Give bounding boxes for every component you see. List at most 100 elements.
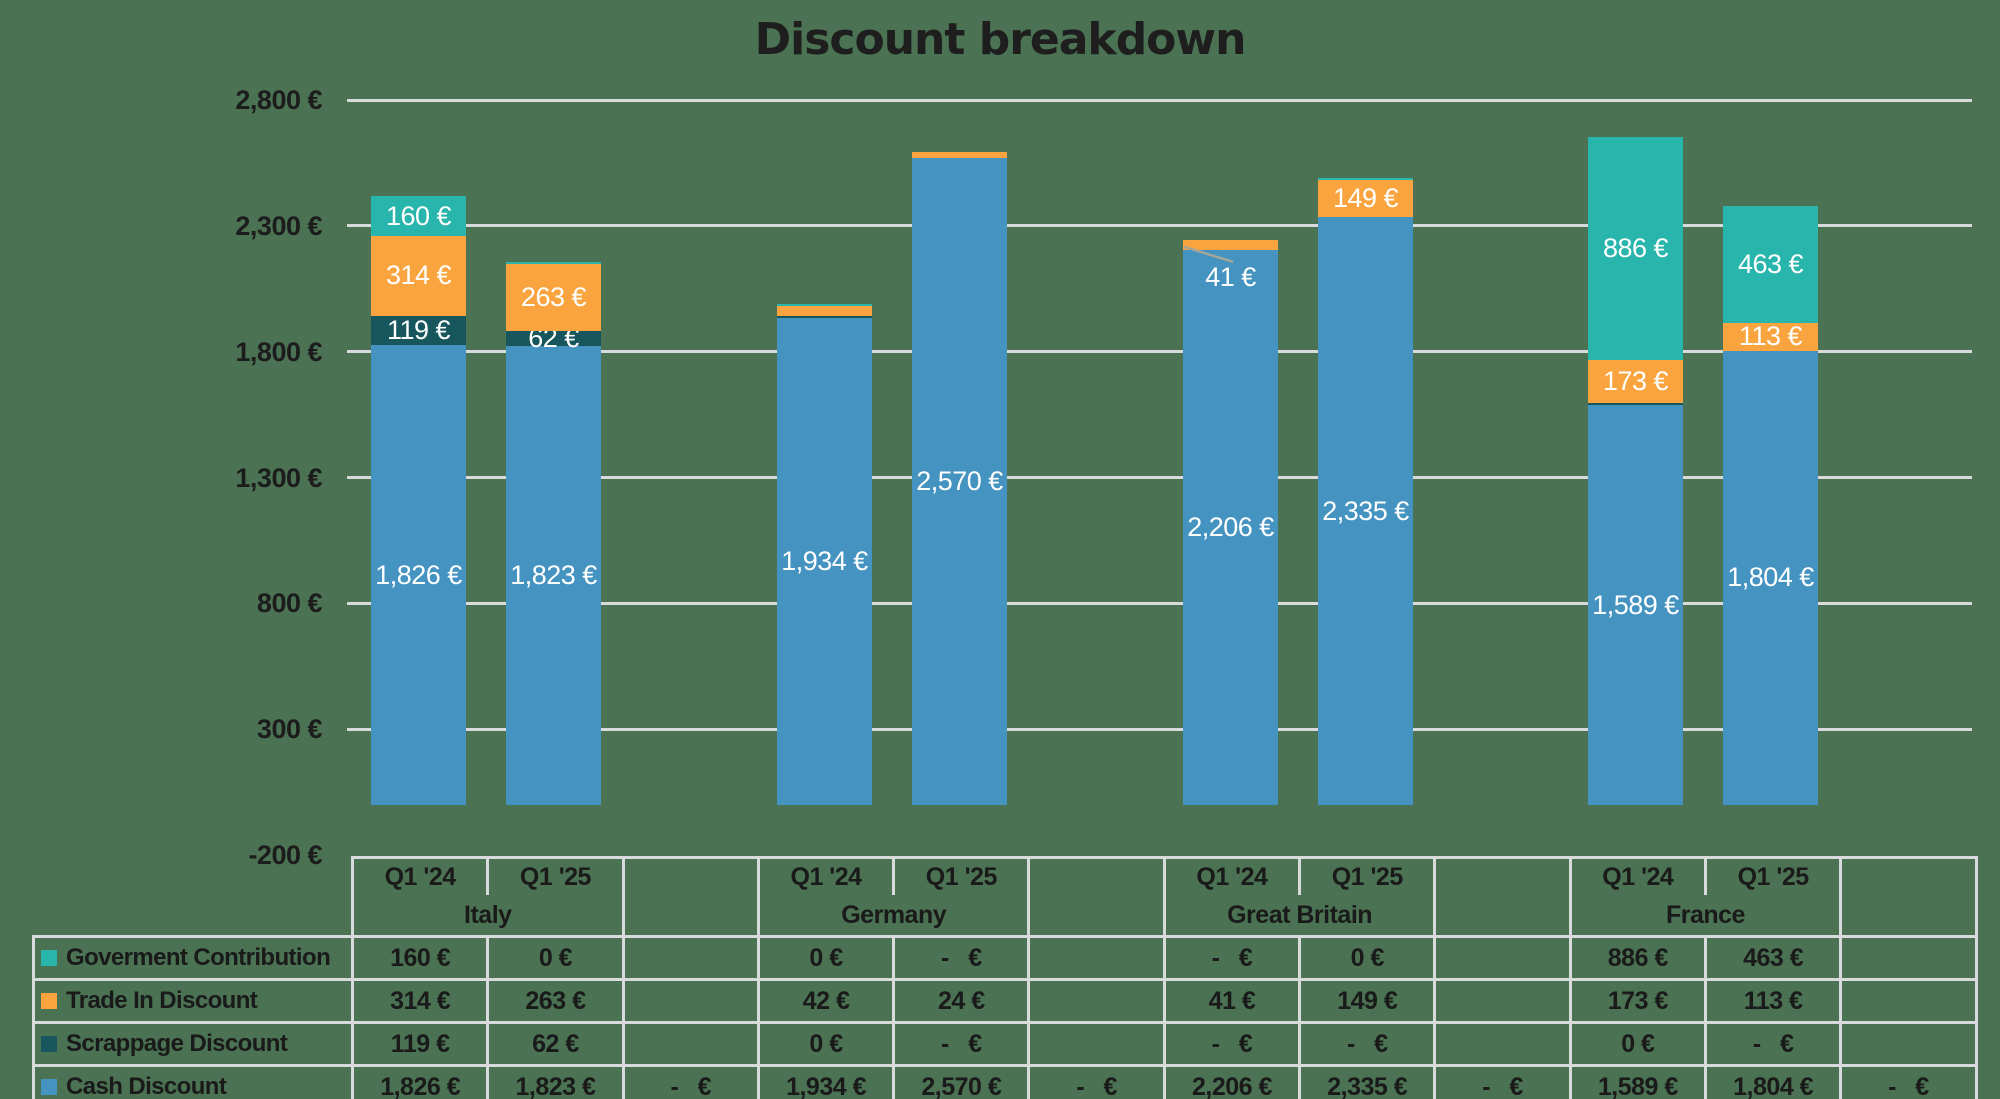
bar-value-label: 160 € (385, 200, 452, 231)
bar-value-label: 2,206 € (1187, 511, 1274, 542)
legend-label: Goverment Contribution (66, 944, 331, 971)
table-gap-cell (1027, 935, 1166, 981)
bar-segment-trade-in-discount: 149 € (1318, 179, 1413, 218)
table-value-cell: 1,804 € (1703, 1064, 1843, 1099)
y-axis-tick-label: 800 € (256, 588, 323, 619)
bar-value-label: 263 € (520, 282, 587, 312)
gridline (347, 727, 1972, 731)
bar-segment-goverment-contribution: 160 € (371, 196, 466, 237)
bar-value-label: 463 € (1737, 248, 1804, 279)
bar-segment-goverment-contribution (506, 262, 601, 265)
quarter-header-label: Q1 '24 (1573, 860, 1707, 895)
bar-value-label: 2,570 € (916, 466, 1003, 497)
y-axis-tick-label: 2,300 € (235, 210, 322, 241)
bar-segment-trade-in-discount (1183, 239, 1278, 250)
bar-segment-cash-discount: 1,823 € (506, 346, 601, 805)
bar-value-label: 113 € (1738, 321, 1803, 352)
legend-cell: Cash Discount (32, 1064, 354, 1099)
table-value-cell: 24 € (892, 978, 1031, 1024)
bar-segment-trade-in-discount: 263 € (506, 264, 601, 331)
gridline (347, 224, 1972, 228)
quarter-header-label: Q1 '25 (1331, 862, 1404, 891)
table-value-cell: - € (1433, 1064, 1572, 1099)
table-row: Goverment Contribution 160 €0 €0 € - € - €0… (32, 935, 1978, 981)
legend-swatch (41, 1036, 57, 1052)
bar-value-label: 119 € (386, 314, 451, 345)
table-gap-cell (1839, 978, 1978, 1024)
table-value-cell: 1,934 € (756, 1064, 896, 1099)
quarter-header-row: Q1 '24 Q1 '25 (355, 860, 620, 895)
quarter-header-label: Q1 '24 (761, 860, 896, 895)
bar-segment-cash-discount: 1,934 € (777, 318, 872, 805)
table-gap-header-cell (1433, 856, 1572, 938)
bar-segment-scrappage-discount (1588, 403, 1683, 406)
table-gap-cell (1839, 1021, 1978, 1067)
bar-segment-cash-discount: 1,589 € (1588, 405, 1683, 805)
quarter-header-row: Q1 '24 Q1 '25 (1573, 860, 1838, 895)
table-value-cell: 2,570 € (892, 1064, 1031, 1099)
table-value-cell: 1,826 € (350, 1064, 490, 1099)
table-value-cell: 173 € (1568, 978, 1707, 1024)
table-gap-header-cell (1839, 856, 1978, 938)
bar-segment-scrappage-discount: 62 € (506, 323, 601, 353)
chart-title: Discount breakdown (754, 14, 1247, 65)
gridline (347, 601, 1972, 605)
table-row: Trade In Discount 314 €263 €42 €24 €41 €1… (32, 978, 1978, 1024)
legend-item: Goverment Contribution (37, 940, 350, 977)
y-axis-tick-label: 300 € (256, 714, 323, 745)
bar-value-label: 1,826 € (375, 559, 462, 590)
legend-label: Scrappage Discount (66, 1030, 288, 1057)
table-value-cell: - € (1839, 1064, 1978, 1099)
table-gap-cell (1433, 935, 1572, 981)
table-value-cell: 0 € (756, 1021, 896, 1067)
table-value-cell: 463 € (1703, 935, 1843, 981)
legend-label: Cash Discount (66, 1073, 227, 1099)
table-value-cell: - € (1162, 1021, 1302, 1067)
table-value-cell: 160 € (350, 935, 490, 981)
table-value-cell: - € (621, 1064, 760, 1099)
bar-value-label-callout: 41 € (1205, 261, 1256, 292)
quarter-header-label: Q1 '25 (1737, 862, 1810, 891)
country-header-france: Q1 '24 Q1 '25 France (1568, 856, 1843, 938)
quarter-header-label: Q1 '24 (355, 860, 490, 895)
bar-value-label: 2,335 € (1322, 495, 1409, 526)
breakdown-table: Q1 '24 Q1 '25 Italy Q1 '24 Q1 '25 Germany Q1 '… (32, 856, 1978, 1099)
table-value-cell: 314 € (350, 978, 490, 1024)
table-value-cell: 113 € (1703, 978, 1843, 1024)
table-value-cell: - € (1027, 1064, 1166, 1099)
quarter-header-row: Q1 '24 Q1 '25 (1167, 860, 1432, 895)
gridline (347, 98, 1972, 102)
table-gap-header-cell (1027, 856, 1166, 938)
country-header-italy: Q1 '24 Q1 '25 Italy (351, 856, 625, 938)
bar-value-label: 1,934 € (781, 546, 868, 577)
table-value-cell: 149 € (1298, 978, 1437, 1024)
legend-swatch (41, 993, 57, 1009)
bar-segment-goverment-contribution: 463 € (1723, 206, 1818, 323)
bar-value-label: 1,804 € (1727, 562, 1814, 593)
country-name-label: France (1665, 900, 1745, 929)
table-gap-header-cell (621, 856, 760, 938)
table-row: Scrappage Discount 119 €62 €0 € - € - € - €0… (32, 1021, 1978, 1067)
bar-segment-cash-discount: 2,206 € (1183, 249, 1278, 805)
table-value-cell: 0 € (1568, 1021, 1707, 1067)
y-axis-tick-label: -200 € (248, 840, 322, 870)
legend-item: Trade In Discount (37, 983, 350, 1020)
bar-segment-trade-in-discount (777, 305, 872, 317)
table-value-cell: - € (1162, 935, 1302, 981)
table-value-cell: - € (892, 1021, 1031, 1067)
bar-segment-cash-discount: 1,826 € (371, 345, 466, 805)
legend-cell: Goverment Contribution (32, 935, 354, 981)
table-value-cell: 2,335 € (1298, 1064, 1437, 1099)
table-value-cell: 1,823 € (486, 1064, 625, 1099)
table-value-cell: 119 € (350, 1021, 490, 1067)
bar-segment-trade-in-discount (912, 152, 1007, 159)
table-value-cell: 0 € (1298, 935, 1437, 981)
country-header-germany: Q1 '24 Q1 '25 Germany (756, 856, 1031, 938)
table-gap-cell (621, 978, 760, 1024)
country-name-label: Germany (841, 900, 947, 929)
table-header-spacer (34, 858, 353, 937)
table-gap-cell (621, 1021, 760, 1067)
bar-value-label: 886 € (1602, 232, 1669, 263)
quarter-header-label: Q1 '25 (519, 862, 592, 891)
